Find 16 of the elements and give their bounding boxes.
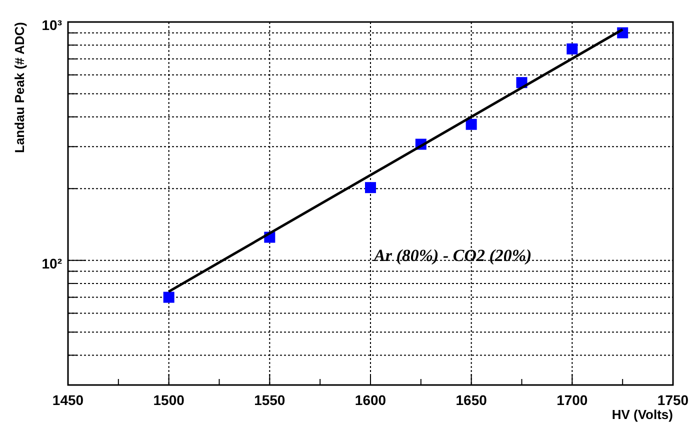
point (365, 182, 376, 194)
x-tick-label: 1550 (254, 392, 286, 408)
x-tick-label: 1650 (456, 392, 488, 408)
x-tick-label: 1600 (354, 392, 386, 408)
x-axis-title: HV (Volts) (612, 407, 673, 422)
annotation: Ar (80%) - CO2 (20%) (373, 246, 532, 265)
y-axis-title: Landau Peak (# ADC) (12, 22, 27, 153)
x-tick-label: 1500 (153, 392, 185, 408)
point (163, 292, 174, 303)
point (566, 43, 578, 54)
x-tick-label: 1700 (556, 392, 588, 408)
x-tick-label: 1450 (52, 392, 84, 408)
y-tick-label: 10² (42, 255, 62, 272)
x-tick-label: 1750 (657, 392, 689, 408)
y-tick-label: 10³ (42, 17, 62, 33)
point (466, 118, 477, 130)
